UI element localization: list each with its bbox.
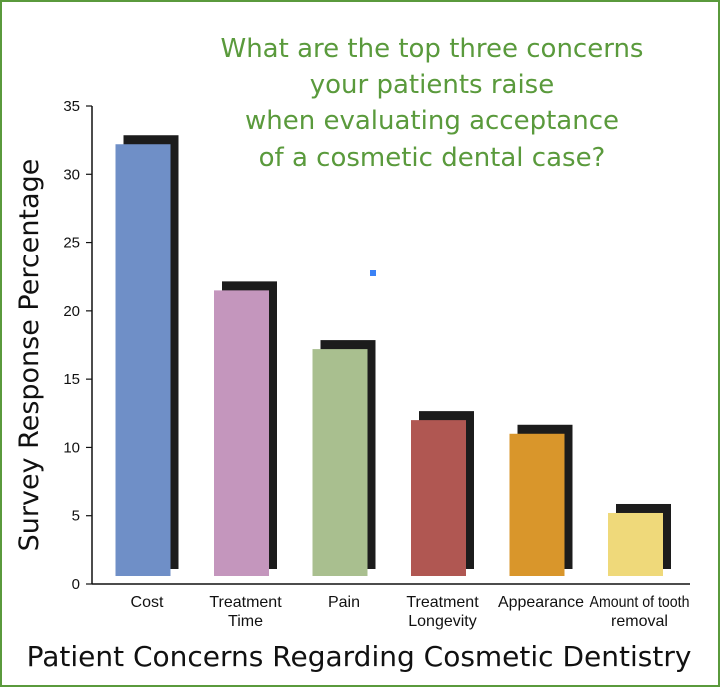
x-category-label: Treatment bbox=[209, 594, 282, 611]
y-tick-label: 30 bbox=[63, 166, 80, 183]
y-tick-label: 20 bbox=[63, 303, 80, 320]
x-category-label: Pain bbox=[328, 594, 360, 611]
plot-area bbox=[91, 106, 690, 585]
bar bbox=[214, 290, 269, 576]
x-category-label: Appearance bbox=[498, 594, 584, 611]
x-category-label: removal bbox=[611, 613, 668, 630]
chart-title-line: when evaluating acceptance bbox=[245, 106, 619, 136]
chart-title-line: What are the top three concerns bbox=[221, 34, 644, 64]
x-axis-categories: Cost Treatment Time Pain Treatment Longevity A… bbox=[131, 594, 690, 630]
x-category-label: Cost bbox=[131, 594, 164, 611]
y-tick-label: 0 bbox=[72, 576, 80, 593]
x-category-label: Amount of tooth bbox=[590, 594, 690, 611]
y-axis-ticks: 0 5 10 15 20 25 30 35 bbox=[63, 98, 92, 593]
bar bbox=[411, 420, 466, 576]
x-category-label: Treatment bbox=[406, 594, 479, 611]
y-tick-label: 5 bbox=[72, 508, 80, 525]
bar bbox=[115, 144, 171, 577]
x-axis-label: Patient Concerns Regarding Cosmetic Dent… bbox=[27, 640, 692, 673]
y-tick-label: 15 bbox=[63, 371, 80, 388]
bar bbox=[509, 433, 565, 576]
y-tick-label: 10 bbox=[63, 439, 80, 456]
chart-title-line: of a cosmetic dental case? bbox=[259, 143, 606, 173]
y-tick-label: 35 bbox=[63, 98, 80, 115]
bar bbox=[312, 349, 368, 576]
x-category-label: Time bbox=[228, 613, 263, 630]
bar bbox=[608, 512, 663, 576]
x-category-label: Longevity bbox=[408, 613, 477, 630]
bars bbox=[115, 135, 671, 577]
stray-dot-marker bbox=[370, 270, 376, 276]
chart-title: What are the top three concerns your pati… bbox=[221, 34, 644, 173]
chart-title-line: your patients raise bbox=[310, 70, 554, 100]
y-axis-label: Survey Response Percentage bbox=[14, 159, 45, 552]
y-tick-label: 25 bbox=[63, 235, 80, 252]
